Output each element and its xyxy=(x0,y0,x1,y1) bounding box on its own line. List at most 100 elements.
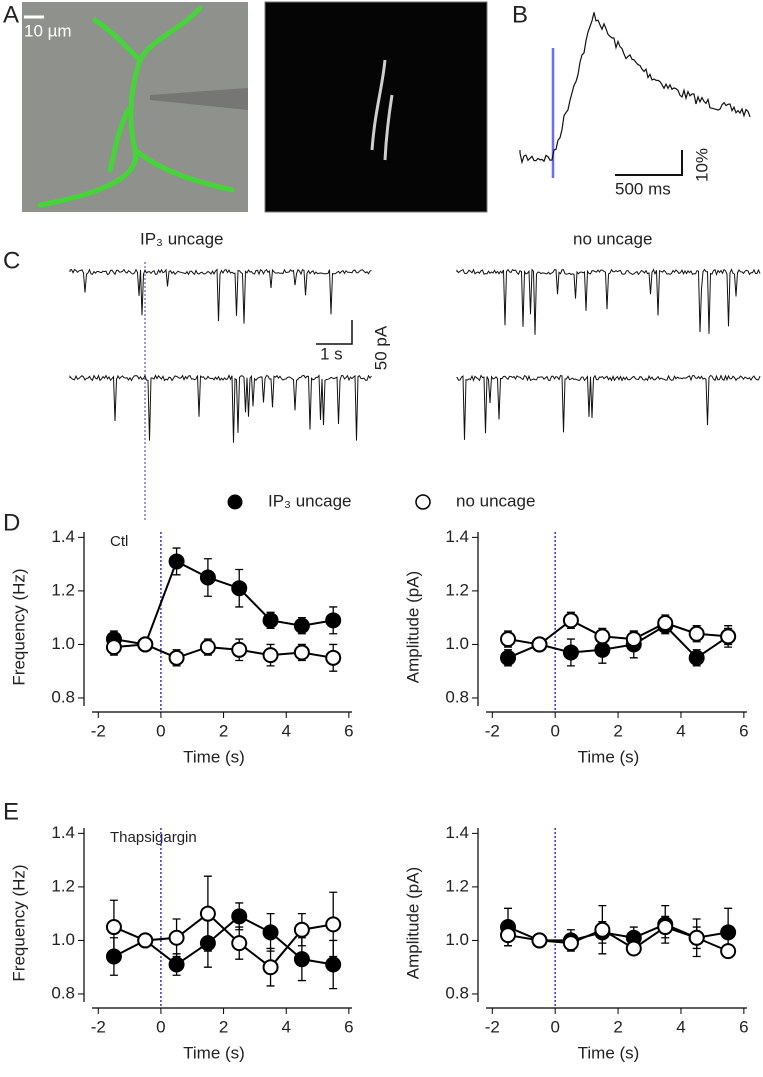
trace-title: IP₃ uncage xyxy=(140,229,223,248)
x-tick-label: 2 xyxy=(613,721,622,740)
current-trace xyxy=(69,268,372,324)
legend-label: IP₃ uncage xyxy=(268,491,351,510)
data-point xyxy=(262,612,279,629)
x-tick-label: -2 xyxy=(485,1017,500,1036)
data-point xyxy=(231,641,248,658)
scale-label: 500 ms xyxy=(615,179,671,198)
data-point xyxy=(199,935,216,952)
scale-label: 1 s xyxy=(320,344,343,363)
x-tick-label: -2 xyxy=(91,721,106,740)
data-point xyxy=(720,943,737,960)
data-point xyxy=(199,569,216,586)
calcium-trace xyxy=(519,12,751,165)
data-point xyxy=(199,905,216,922)
x-tick-label: 6 xyxy=(344,721,353,740)
x-axis-label: Time (s) xyxy=(578,1043,640,1062)
trace-title: no uncage xyxy=(573,229,652,248)
data-point xyxy=(325,649,342,666)
data-point xyxy=(594,641,611,658)
panel-label: C xyxy=(3,247,20,274)
data-point xyxy=(168,649,185,666)
x-tick-label: 0 xyxy=(550,1017,559,1036)
current-trace xyxy=(456,268,761,335)
current-trace xyxy=(456,374,761,440)
panel-label: A xyxy=(3,1,19,28)
y-tick-label: 1.0 xyxy=(51,930,75,949)
legend-marker xyxy=(415,494,431,510)
y-tick-label: 0.8 xyxy=(51,687,75,706)
data-point xyxy=(531,636,548,653)
y-tick-label: 1.4 xyxy=(51,823,75,842)
scale-label: 10% xyxy=(692,148,711,182)
data-point xyxy=(657,615,674,632)
y-tick-label: 0.8 xyxy=(445,687,469,706)
data-point xyxy=(500,649,517,666)
dic-image xyxy=(22,2,248,212)
annotation: Ctl xyxy=(110,533,128,550)
panel-label: D xyxy=(3,509,20,536)
data-point xyxy=(562,935,579,952)
legend-label: no uncage xyxy=(456,491,535,510)
data-point xyxy=(231,935,248,952)
data-point xyxy=(688,625,705,642)
x-tick-label: 0 xyxy=(156,1017,165,1036)
data-point xyxy=(657,919,674,936)
data-point xyxy=(105,919,122,936)
x-tick-label: 4 xyxy=(281,1017,290,1036)
data-point xyxy=(293,951,310,968)
x-tick-label: 6 xyxy=(739,721,748,740)
data-point xyxy=(231,580,248,597)
x-axis-label: Time (s) xyxy=(578,747,640,766)
y-tick-label: 0.8 xyxy=(51,983,75,1002)
x-tick-label: 2 xyxy=(219,1017,228,1036)
y-tick-label: 1.0 xyxy=(445,634,469,653)
x-tick-label: 6 xyxy=(739,1017,748,1036)
data-point xyxy=(720,628,737,645)
data-point xyxy=(500,927,517,944)
x-tick-label: 4 xyxy=(676,721,685,740)
scale-bar xyxy=(316,320,353,345)
data-point xyxy=(199,639,216,656)
annotation: Thapsigargin xyxy=(110,829,197,846)
x-tick-label: -2 xyxy=(485,721,500,740)
scale-label: 50 pA xyxy=(371,325,390,370)
x-tick-label: 4 xyxy=(281,721,290,740)
y-tick-label: 1.2 xyxy=(51,580,75,599)
data-point xyxy=(262,924,279,941)
y-tick-label: 1.2 xyxy=(445,876,469,895)
y-axis-label: Amplitude (pA) xyxy=(403,571,422,683)
x-tick-label: -2 xyxy=(91,1017,106,1036)
data-point xyxy=(562,612,579,629)
data-point xyxy=(168,929,185,946)
x-tick-label: 2 xyxy=(613,1017,622,1036)
data-point xyxy=(168,553,185,570)
data-point xyxy=(562,644,579,661)
data-point xyxy=(105,948,122,965)
x-tick-label: 2 xyxy=(219,721,228,740)
data-point xyxy=(325,612,342,629)
y-tick-label: 1.0 xyxy=(51,634,75,653)
x-axis-label: Time (s) xyxy=(183,1043,245,1062)
y-tick-label: 0.8 xyxy=(445,983,469,1002)
data-point xyxy=(325,916,342,933)
data-point xyxy=(293,617,310,634)
data-point xyxy=(594,628,611,645)
data-point xyxy=(137,932,154,949)
y-tick-label: 1.4 xyxy=(445,527,469,546)
data-point xyxy=(325,956,342,973)
x-tick-label: 0 xyxy=(156,721,165,740)
y-tick-label: 1.2 xyxy=(445,580,469,599)
y-axis-label: Frequency (Hz) xyxy=(9,864,28,981)
scale-label: 10 µm xyxy=(24,21,72,40)
x-tick-label: 6 xyxy=(344,1017,353,1036)
x-tick-label: 4 xyxy=(676,1017,685,1036)
panel-label: B xyxy=(512,1,528,28)
data-point xyxy=(688,649,705,666)
data-point xyxy=(105,639,122,656)
data-point xyxy=(262,959,279,976)
data-point xyxy=(168,956,185,973)
neuron-signal xyxy=(370,59,394,161)
data-point xyxy=(688,929,705,946)
data-point xyxy=(293,644,310,661)
